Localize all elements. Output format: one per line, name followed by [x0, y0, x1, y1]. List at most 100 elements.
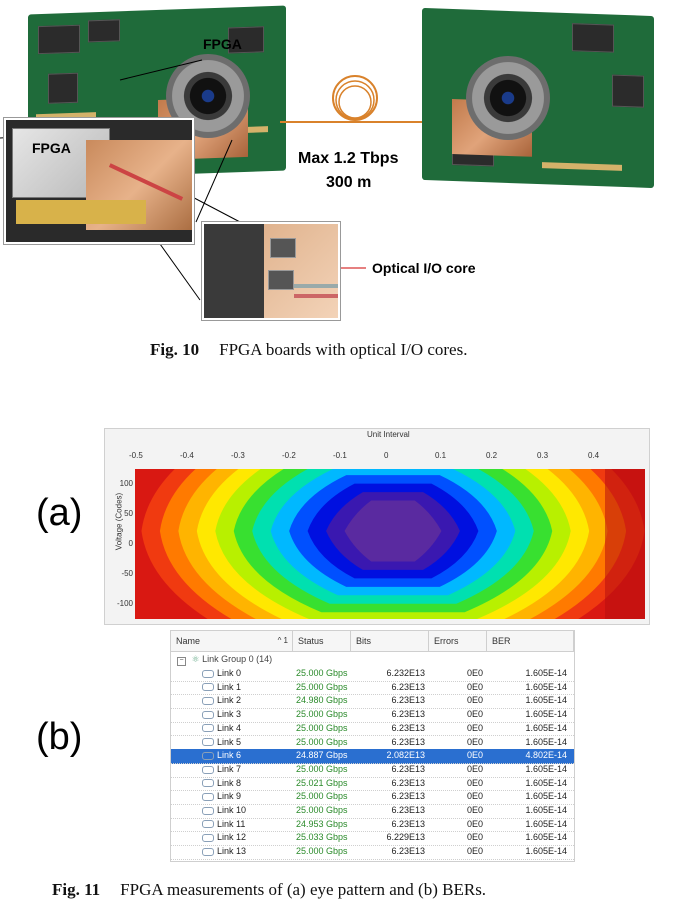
optical-io-closeup — [202, 222, 340, 320]
link-status: 25.000 Gbps — [296, 736, 348, 747]
x-tick-label: 0 — [384, 451, 389, 460]
link-bits: 6.23E13 — [391, 695, 425, 706]
table-row[interactable]: Link 4 25.000 Gbps 6.23E13 0E0 1.605E-14 — [171, 722, 574, 737]
link-name: Link 6 — [217, 750, 242, 761]
link-icon — [202, 765, 214, 774]
link-errors: 0E0 — [466, 750, 483, 761]
table-row[interactable]: Link 8 25.021 Gbps 6.23E13 0E0 1.605E-14 — [171, 777, 574, 792]
link-icon — [202, 710, 214, 719]
fig11-caption-num: Fig. 11 — [52, 880, 101, 899]
fpga-top-label: FPGA — [203, 36, 242, 52]
eye-band — [344, 500, 442, 562]
figure-10: Max 1.2 Tbps 300 m FPGA FPGA Optical I/O… — [0, 0, 682, 359]
col-header-status[interactable]: Status — [293, 631, 351, 651]
ber-table: Name ^ 1 Status Bits Errors BER − ⚛ Link… — [170, 630, 575, 862]
group-icon: ⚛ — [191, 654, 200, 664]
link-ber: 1.605E-14 — [525, 846, 567, 857]
table-row[interactable]: Link 5 25.000 Gbps 6.23E13 0E0 1.605E-14 — [171, 736, 574, 751]
table-row[interactable]: Link 1 25.000 Gbps 6.23E13 0E0 1.605E-14 — [171, 681, 574, 696]
link-ber: 1.605E-14 — [525, 709, 567, 720]
link-name: Link 3 — [217, 709, 242, 720]
table-row[interactable]: Link 2 24.980 Gbps 6.23E13 0E0 1.605E-14 — [171, 694, 574, 710]
link-errors: 0E0 — [466, 763, 483, 774]
fiber-coil-icon — [280, 75, 430, 123]
link-bits: 6.23E13 — [391, 709, 425, 720]
link-ber: 1.605E-14 — [525, 832, 567, 843]
link-errors: 0E0 — [466, 832, 483, 843]
link-name: Link 10 — [217, 805, 247, 815]
max-rate-label: Max 1.2 Tbps — [298, 150, 399, 167]
link-ber: 1.605E-14 — [525, 818, 567, 829]
link-icon — [202, 806, 214, 815]
link-status: 25.000 Gbps — [296, 709, 348, 720]
link-ber: 1.605E-14 — [525, 736, 567, 747]
x-tick-label: 0.2 — [486, 451, 498, 460]
link-bits: 6.23E13 — [391, 681, 425, 692]
x-tick-label: -0.3 — [231, 451, 245, 460]
table-row[interactable]: Link 11 24.953 Gbps 6.23E13 0E0 1.605E-14 — [171, 818, 574, 833]
link-status: 25.000 Gbps — [296, 681, 348, 692]
panel-a-label: (a) — [36, 492, 83, 534]
link-icon — [202, 683, 214, 692]
link-status: 24.887 Gbps — [296, 750, 348, 761]
link-errors: 0E0 — [466, 805, 483, 815]
collapse-icon[interactable]: − — [177, 657, 186, 666]
link-name: Link 0 — [217, 668, 242, 678]
x-tick-label: 0.1 — [435, 451, 447, 460]
table-row[interactable]: Link 9 25.000 Gbps 6.23E13 0E0 1.605E-14 — [171, 790, 574, 805]
link-errors: 0E0 — [466, 709, 483, 720]
fpga-closeup — [4, 118, 194, 244]
col-header-name[interactable]: Name ^ 1 — [171, 631, 293, 651]
table-row[interactable]: Link 10 25.000 Gbps 6.23E13 0E0 1.605E-14 — [171, 804, 574, 819]
link-icon — [202, 751, 214, 760]
link-ber: 1.605E-14 — [525, 777, 567, 788]
link-status: 24.953 Gbps — [296, 818, 348, 829]
link-status: 25.000 Gbps — [296, 805, 348, 815]
link-bits: 6.232E13 — [386, 668, 425, 678]
link-group-row[interactable]: − ⚛ Link Group 0 (14) — [171, 652, 574, 667]
link-errors: 0E0 — [466, 777, 483, 788]
link-bits: 6.23E13 — [391, 736, 425, 747]
chart-title: Unit Interval — [367, 430, 410, 439]
table-row[interactable]: Link 12 25.033 Gbps 6.229E13 0E0 1.605E-14 — [171, 831, 574, 847]
group-label: Link Group 0 (14) — [202, 654, 273, 664]
link-status: 25.000 Gbps — [296, 791, 348, 802]
link-name: Link 2 — [217, 695, 242, 706]
table-row[interactable]: Link 13 25.000 Gbps 6.23E13 0E0 1.605E-14 — [171, 845, 574, 860]
link-name: Link 13 — [217, 846, 247, 857]
link-bits: 6.23E13 — [391, 791, 425, 802]
link-name: Link 8 — [217, 777, 242, 788]
link-ber: 1.605E-14 — [525, 805, 567, 815]
link-errors: 0E0 — [466, 791, 483, 802]
link-ber: 1.605E-14 — [525, 668, 567, 678]
fpga-closeup-label: FPGA — [32, 140, 71, 156]
table-row[interactable]: Link 6 24.887 Gbps 2.082E13 0E0 4.802E-14 — [171, 749, 574, 764]
link-bits: 6.23E13 — [391, 722, 425, 733]
link-errors: 0E0 — [466, 668, 483, 678]
link-name: Link 11 — [217, 818, 246, 829]
x-tick-label: -0.2 — [282, 451, 296, 460]
link-bits: 6.23E13 — [391, 777, 425, 788]
link-status: 25.021 Gbps — [296, 777, 348, 788]
link-ber: 1.605E-14 — [525, 695, 567, 706]
optical-core-label: Optical I/O core — [372, 260, 476, 276]
link-icon — [202, 697, 214, 706]
link-name: Link 5 — [217, 736, 242, 747]
link-status: 25.033 Gbps — [296, 832, 348, 843]
x-tick-label: -0.4 — [180, 451, 194, 460]
y-axis-label: Voltage (Codes) — [114, 492, 124, 551]
link-errors: 0E0 — [466, 722, 483, 733]
col-header-errors[interactable]: Errors — [429, 631, 487, 651]
link-icon — [202, 820, 214, 829]
link-bits: 2.082E13 — [386, 750, 425, 761]
table-row[interactable]: Link 3 25.000 Gbps 6.23E13 0E0 1.605E-14 — [171, 708, 574, 723]
link-icon — [202, 847, 214, 856]
eye-edge-band — [605, 469, 645, 619]
col-header-ber[interactable]: BER — [487, 631, 574, 651]
col-header-bits[interactable]: Bits — [351, 631, 429, 651]
fig10-caption: Fig. 10 FPGA boards with optical I/O core… — [150, 340, 467, 360]
x-tick-label: 0.3 — [537, 451, 549, 460]
table-row[interactable]: Link 7 25.000 Gbps 6.23E13 0E0 1.605E-14 — [171, 763, 574, 778]
table-row[interactable]: Link 0 25.000 Gbps 6.232E13 0E0 1.605E-14 — [171, 667, 574, 682]
link-bits: 6.23E13 — [391, 846, 425, 857]
